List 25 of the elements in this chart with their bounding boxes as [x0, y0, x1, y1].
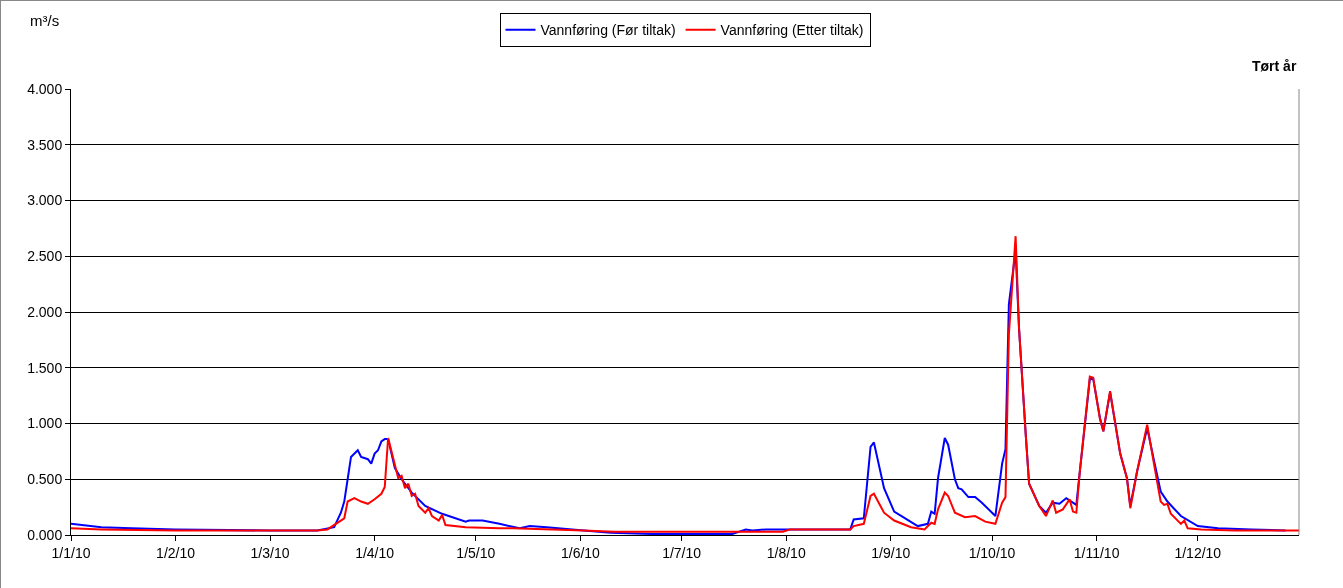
text: Tørt år [1252, 58, 1297, 74]
y-tick-label: 1.000 [27, 415, 63, 432]
y-tick-label: 0.000 [27, 526, 63, 543]
x-tick-label: 1/12/10 [1174, 544, 1222, 561]
y-tick-label: 2.000 [27, 303, 63, 320]
y-tick-label: 1.500 [27, 359, 63, 376]
x-tick-label: 1/9/10 [871, 544, 911, 561]
y-axis-title: m³/s [30, 12, 60, 29]
x-tick-label: 1/6/10 [560, 544, 601, 561]
legend-label: Vannføring (Etter tiltak) [720, 22, 864, 39]
y-tick-label: 4.000 [27, 80, 63, 97]
x-tick-label: 1/10/10 [968, 544, 1016, 561]
legend-label: Vannføring (Før tiltak) [540, 22, 676, 39]
x-tick-label: 1/7/10 [662, 544, 702, 561]
y-tick-label: 3.500 [27, 136, 63, 153]
y-tick-label: 2.500 [27, 248, 63, 265]
x-tick-label: 1/5/10 [456, 544, 496, 561]
x-tick-label: 1/4/10 [355, 544, 395, 561]
x-tick-label: 1/1/10 [51, 544, 91, 561]
x-tick-label: 1/11/10 [1073, 544, 1120, 561]
y-tick-label: 3.000 [27, 192, 63, 209]
x-tick-label: 1/2/10 [156, 544, 196, 561]
x-tick-label: 1/3/10 [250, 544, 290, 561]
y-tick-label: 0.500 [27, 471, 63, 488]
x-tick-label: 1/8/10 [766, 544, 806, 561]
